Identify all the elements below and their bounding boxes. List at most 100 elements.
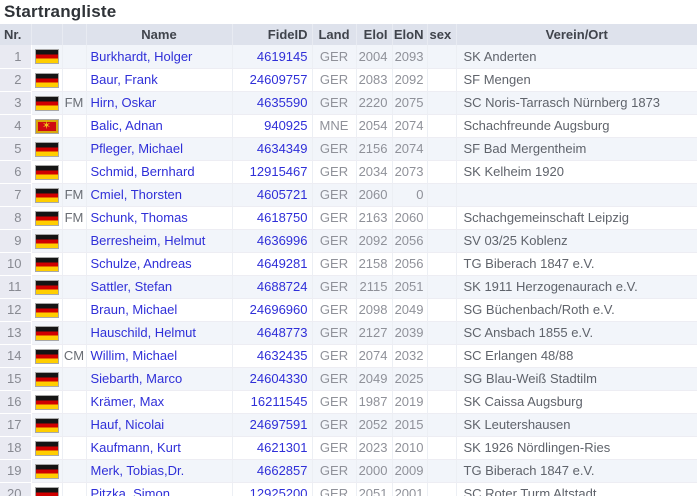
cell-fideid[interactable]: 4688724 xyxy=(232,275,313,299)
cell-club: SG Blau-Weiß Stadtilm xyxy=(456,367,697,391)
cell-land: GER xyxy=(312,344,357,368)
table-row[interactable]: 17 Hauf, Nicolai 24697591 GER 2052 2015 … xyxy=(0,413,697,437)
cell-elo-nat: 2009 xyxy=(392,459,428,483)
cell-player-name[interactable]: Baur, Frank xyxy=(86,68,233,92)
table-row[interactable]: 11 Sattler, Stefan 4688724 GER 2115 2051… xyxy=(0,275,697,299)
cell-elo-int: 2074 xyxy=(356,344,393,368)
cell-player-name[interactable]: Braun, Michael xyxy=(86,298,233,322)
cell-land: GER xyxy=(312,137,357,161)
table-body: 1 Burkhardt, Holger 4619145 GER 2004 209… xyxy=(0,45,697,496)
table-row[interactable]: 16 Krämer, Max 16211545 GER 1987 2019 SK… xyxy=(0,390,697,414)
cell-player-name[interactable]: Berresheim, Helmut xyxy=(86,229,233,253)
cell-fideid[interactable]: 24604330 xyxy=(232,367,313,391)
table-row[interactable]: 4 Balic, Adnan 940925 MNE 2054 2074 Scha… xyxy=(0,114,697,138)
cell-fideid[interactable]: 12925200 xyxy=(232,482,313,496)
cell-fideid[interactable]: 4621301 xyxy=(232,436,313,460)
table-row[interactable]: 12 Braun, Michael 24696960 GER 2098 2049… xyxy=(0,298,697,322)
table-row[interactable]: 6 Schmid, Bernhard 12915467 GER 2034 207… xyxy=(0,160,697,184)
cell-player-name[interactable]: Balic, Adnan xyxy=(86,114,233,138)
cell-elo-nat: 2019 xyxy=(392,390,428,414)
cell-rank-number: 19 xyxy=(0,459,32,483)
cell-country-flag xyxy=(31,45,63,69)
cell-fideid[interactable]: 4618750 xyxy=(232,206,313,230)
cell-elo-nat: 2001 xyxy=(392,482,428,496)
cell-fideid[interactable]: 4632435 xyxy=(232,344,313,368)
cell-player-name[interactable]: Hauschild, Helmut xyxy=(86,321,233,345)
column-header-elon[interactable]: EloN xyxy=(392,24,428,45)
table-row[interactable]: 1 Burkhardt, Holger 4619145 GER 2004 209… xyxy=(0,45,697,69)
cell-country-flag xyxy=(31,436,63,460)
cell-fide-title xyxy=(62,137,87,161)
cell-player-name[interactable]: Hauf, Nicolai xyxy=(86,413,233,437)
cell-fideid[interactable]: 4649281 xyxy=(232,252,313,276)
cell-player-name[interactable]: Schunk, Thomas xyxy=(86,206,233,230)
cell-fideid[interactable]: 4634349 xyxy=(232,137,313,161)
table-row[interactable]: 10 Schulze, Andreas 4649281 GER 2158 205… xyxy=(0,252,697,276)
cell-country-flag xyxy=(31,482,63,496)
cell-country-flag xyxy=(31,275,63,299)
cell-player-name[interactable]: Sattler, Stefan xyxy=(86,275,233,299)
cell-player-name[interactable]: Kaufmann, Kurt xyxy=(86,436,233,460)
cell-rank-number: 5 xyxy=(0,137,32,161)
cell-elo-int: 2115 xyxy=(356,275,393,299)
cell-fideid[interactable]: 4635590 xyxy=(232,91,313,115)
cell-player-name[interactable]: Pitzka, Simon xyxy=(86,482,233,496)
column-header-name[interactable]: Name xyxy=(86,24,233,45)
column-header-eloi[interactable]: EloI xyxy=(356,24,393,45)
cell-player-name[interactable]: Hirn, Oskar xyxy=(86,91,233,115)
cell-player-name[interactable]: Schmid, Bernhard xyxy=(86,160,233,184)
table-row[interactable]: 20 Pitzka, Simon 12925200 GER 2051 2001 … xyxy=(0,482,697,496)
column-header-title[interactable] xyxy=(62,24,87,45)
country-flag-icon xyxy=(34,210,59,226)
column-header-verein[interactable]: Verein/Ort xyxy=(456,24,697,45)
cell-land: GER xyxy=(312,229,357,253)
column-header-fideid[interactable]: FideID xyxy=(232,24,313,45)
cell-fideid[interactable]: 4605721 xyxy=(232,183,313,207)
column-header-nr[interactable]: Nr. xyxy=(0,24,32,45)
column-header-flag[interactable] xyxy=(31,24,63,45)
cell-land: GER xyxy=(312,390,357,414)
table-row[interactable]: 2 Baur, Frank 24609757 GER 2083 2092 SF … xyxy=(0,68,697,92)
cell-fideid[interactable]: 24697591 xyxy=(232,413,313,437)
cell-land: GER xyxy=(312,45,357,69)
cell-elo-int: 2054 xyxy=(356,114,393,138)
cell-fideid[interactable]: 24609757 xyxy=(232,68,313,92)
cell-land: GER xyxy=(312,206,357,230)
table-row[interactable]: 13 Hauschild, Helmut 4648773 GER 2127 20… xyxy=(0,321,697,345)
cell-player-name[interactable]: Pfleger, Michael xyxy=(86,137,233,161)
table-row[interactable]: 8 FM Schunk, Thomas 4618750 GER 2163 206… xyxy=(0,206,697,230)
cell-player-name[interactable]: Schulze, Andreas xyxy=(86,252,233,276)
table-row[interactable]: 3 FM Hirn, Oskar 4635590 GER 2220 2075 S… xyxy=(0,91,697,115)
table-row[interactable]: 18 Kaufmann, Kurt 4621301 GER 2023 2010 … xyxy=(0,436,697,460)
table-row[interactable]: 14 CM Willim, Michael 4632435 GER 2074 2… xyxy=(0,344,697,368)
cell-fideid[interactable]: 16211545 xyxy=(232,390,313,414)
cell-sex xyxy=(427,298,457,322)
table-row[interactable]: 15 Siebarth, Marco 24604330 GER 2049 202… xyxy=(0,367,697,391)
table-row[interactable]: 5 Pfleger, Michael 4634349 GER 2156 2074… xyxy=(0,137,697,161)
cell-fideid[interactable]: 24696960 xyxy=(232,298,313,322)
column-header-land[interactable]: Land xyxy=(312,24,357,45)
cell-fideid[interactable]: 4619145 xyxy=(232,45,313,69)
cell-fideid[interactable]: 4648773 xyxy=(232,321,313,345)
cell-elo-nat: 2010 xyxy=(392,436,428,460)
cell-fide-title xyxy=(62,114,87,138)
column-header-sex[interactable]: sex xyxy=(427,24,457,45)
cell-fideid[interactable]: 940925 xyxy=(232,114,313,138)
cell-fideid[interactable]: 4636996 xyxy=(232,229,313,253)
cell-elo-int: 1987 xyxy=(356,390,393,414)
table-row[interactable]: 19 Merk, Tobias,Dr. 4662857 GER 2000 200… xyxy=(0,459,697,483)
cell-club: TG Biberach 1847 e.V. xyxy=(456,252,697,276)
cell-player-name[interactable]: Siebarth, Marco xyxy=(86,367,233,391)
cell-fideid[interactable]: 12915467 xyxy=(232,160,313,184)
table-row[interactable]: 9 Berresheim, Helmut 4636996 GER 2092 20… xyxy=(0,229,697,253)
cell-rank-number: 4 xyxy=(0,114,32,138)
table-row[interactable]: 7 FM Cmiel, Thorsten 4605721 GER 2060 0 xyxy=(0,183,697,207)
cell-player-name[interactable]: Merk, Tobias,Dr. xyxy=(86,459,233,483)
cell-player-name[interactable]: Burkhardt, Holger xyxy=(86,45,233,69)
cell-sex xyxy=(427,436,457,460)
cell-player-name[interactable]: Cmiel, Thorsten xyxy=(86,183,233,207)
cell-player-name[interactable]: Willim, Michael xyxy=(86,344,233,368)
cell-country-flag xyxy=(31,137,63,161)
cell-fideid[interactable]: 4662857 xyxy=(232,459,313,483)
cell-player-name[interactable]: Krämer, Max xyxy=(86,390,233,414)
